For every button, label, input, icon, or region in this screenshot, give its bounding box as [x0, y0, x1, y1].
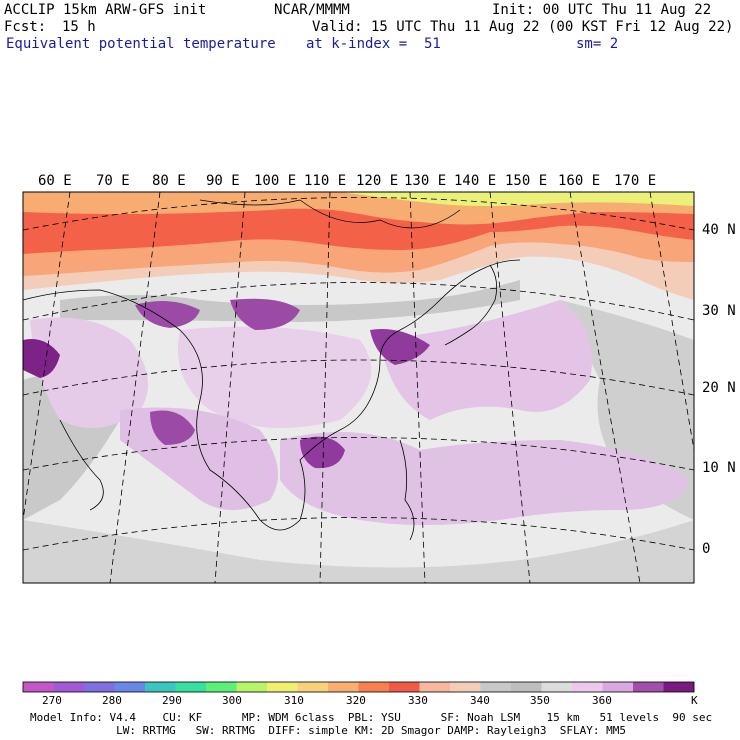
- field-name: Equivalent potential temperature: [6, 36, 276, 52]
- colorbar-swatch: [389, 682, 420, 692]
- forecast-hour: 15 h: [62, 19, 96, 35]
- border-line: [199, 199, 461, 229]
- lon-label: 150 E: [505, 173, 548, 189]
- light-purple-region: [380, 300, 592, 420]
- colorbar-swatch: [267, 682, 298, 692]
- dark-purple-region: [300, 436, 345, 469]
- light-purple-region: [280, 432, 690, 525]
- dark-purple-region: [23, 339, 60, 378]
- light-purple-region: [178, 326, 372, 428]
- colorbar-swatch: [236, 682, 268, 692]
- model-title: ACCLIP 15km ARW-GFS init: [4, 2, 207, 18]
- lon-label: 70 E: [96, 173, 130, 189]
- lon-gridline: [569, 192, 641, 583]
- colorbar-swatch: [175, 682, 207, 692]
- colorbar-swatch: [145, 682, 176, 692]
- colorbar-tick-label: 300: [222, 694, 242, 707]
- dark-purple-region: [230, 298, 300, 330]
- colorbar-tick-label: 340: [470, 694, 490, 707]
- lat-label: 30 N: [702, 303, 736, 319]
- lon-label: 60 E: [38, 173, 72, 189]
- field-shading: [23, 192, 694, 583]
- colorbar-tick-label: 320: [346, 694, 366, 707]
- colorbar-tick-label: 280: [102, 694, 122, 707]
- colorbar-tick-label: 330: [408, 694, 428, 707]
- lon-label: 160 E: [558, 173, 601, 189]
- center-label: NCAR/MMMM: [274, 2, 350, 18]
- lon-label: 80 E: [152, 173, 186, 189]
- level-index: at k-index = 51: [306, 36, 441, 52]
- dark-purple-region: [370, 329, 430, 365]
- valid-time: Valid: 15 UTC Thu 11 Aug 22 (00 KST Fri …: [312, 19, 734, 35]
- lon-label: 100 E: [254, 173, 297, 189]
- colorbar-swatch: [450, 682, 481, 692]
- lon-label: 110 E: [304, 173, 347, 189]
- lon-gridline: [109, 192, 161, 583]
- lon-label: 170 E: [614, 173, 657, 189]
- colorbar: [22, 681, 695, 693]
- lon-label: 130 E: [404, 173, 447, 189]
- map-frame: [22, 191, 695, 584]
- colorbar-swatch: [511, 682, 542, 692]
- lon-label: 140 E: [454, 173, 497, 189]
- smoothing-value: sm= 2: [576, 36, 619, 52]
- colorbar-swatch: [480, 682, 512, 692]
- colorbar-swatch: [633, 682, 664, 692]
- colorbar-swatch: [419, 682, 451, 692]
- coastline: [399, 439, 415, 541]
- colorbar-swatch: [572, 682, 603, 692]
- lon-gridline: [489, 192, 531, 583]
- colorbar-tick-label: 270: [42, 694, 62, 707]
- lat-label: 20 N: [702, 380, 736, 396]
- colorbar-swatch: [358, 682, 390, 692]
- colorbar-swatch: [53, 682, 85, 692]
- light-purple-region: [30, 317, 148, 428]
- gray-region: [23, 520, 694, 583]
- model-info-line2: LW: RRTMG SW: RRTMG DIFF: simple KM: 2D …: [30, 724, 627, 737]
- coastline: [59, 419, 104, 511]
- lon-label: 90 E: [206, 173, 240, 189]
- lat-label: 0: [702, 541, 711, 557]
- lon-gridline: [409, 192, 426, 583]
- coastline: [444, 264, 498, 346]
- dark-purple-region: [150, 410, 195, 445]
- dark-purple-region: [135, 301, 200, 328]
- lat-label: 40 N: [702, 222, 736, 238]
- colorbar-swatch: [328, 682, 359, 692]
- lon-label: 120 E: [356, 173, 399, 189]
- init-time: Init: 00 UTC Thu 11 Aug 22: [492, 2, 712, 18]
- colorbar-frame: [22, 681, 695, 693]
- forecast-label: Fcst:: [4, 19, 47, 35]
- lon-gridline: [23, 192, 71, 521]
- colorbar-swatch: [663, 682, 695, 692]
- coastline: [23, 259, 521, 531]
- lon-gridline: [319, 192, 331, 583]
- colorbar-tick-label: 350: [530, 694, 550, 707]
- warm-band-310: [340, 192, 694, 206]
- colorbar-swatch: [206, 682, 237, 692]
- colorbar-swatch: [84, 682, 115, 692]
- model-info-line1: Model Info: V4.4 CU: KF MP: WDM 6class P…: [30, 711, 713, 724]
- lon-gridline: [649, 192, 694, 451]
- colorbar-swatch: [297, 682, 329, 692]
- colorbar-swatch: [114, 682, 146, 692]
- colorbar-unit: K: [691, 694, 698, 707]
- colorbar-tick-label: 360: [592, 694, 612, 707]
- lon-gridline: [214, 192, 246, 583]
- colorbar-swatch: [541, 682, 573, 692]
- colorbar-swatch: [602, 682, 634, 692]
- colorbar-tick-label: 290: [162, 694, 182, 707]
- lat-label: 10 N: [702, 460, 736, 476]
- colorbar-swatch: [23, 682, 54, 692]
- colorbar-tick-label: 310: [284, 694, 304, 707]
